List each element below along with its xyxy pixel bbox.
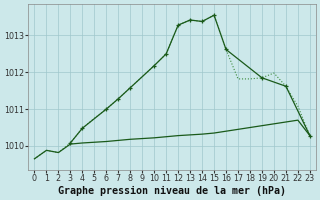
X-axis label: Graphe pression niveau de la mer (hPa): Graphe pression niveau de la mer (hPa) [58, 186, 286, 196]
